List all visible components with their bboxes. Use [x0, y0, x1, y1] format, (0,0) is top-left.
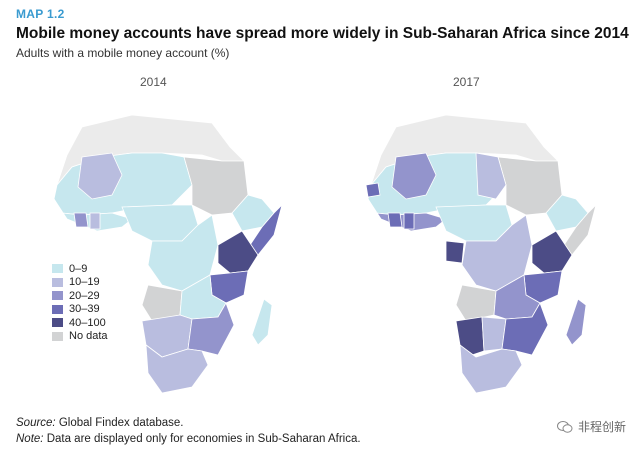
- legend-swatch: [52, 318, 63, 328]
- nigeria-cameroon: [121, 204, 199, 242]
- legend-item: 40–100: [52, 316, 108, 330]
- legend-swatch: [52, 331, 63, 341]
- legend-item: 30–39: [52, 303, 108, 317]
- chad: [475, 152, 507, 200]
- map-label: MAP 1.2: [16, 7, 65, 21]
- subtitle: Adults with a mobile money account (%): [16, 46, 230, 60]
- gabon: [445, 240, 465, 264]
- africa-map-2014: [53, 114, 283, 394]
- legend: 0–9 10–19 20–29 30–39 40–100 No data: [52, 262, 108, 343]
- year-label-2014: 2014: [140, 75, 167, 89]
- source-label: Source:: [16, 417, 56, 429]
- madagascar: [251, 298, 273, 346]
- note-label: Note:: [16, 433, 44, 445]
- mali-region: [391, 152, 437, 200]
- year-label-2017: 2017: [453, 75, 480, 89]
- legend-label: No data: [69, 330, 108, 343]
- legend-label: 10–19: [69, 276, 100, 289]
- legend-item: 20–29: [52, 289, 108, 303]
- south-africa: [145, 344, 209, 394]
- page-title: Mobile money accounts have spread more w…: [16, 25, 629, 42]
- legend-item: 10–19: [52, 276, 108, 290]
- legend-label: 40–100: [69, 316, 106, 329]
- congo-drc: [147, 214, 219, 292]
- cote-divoire: [387, 212, 403, 228]
- legend-item: 0–9: [52, 262, 108, 276]
- ghana: [89, 212, 101, 230]
- legend-swatch: [52, 277, 63, 287]
- legend-label: 20–29: [69, 289, 100, 302]
- uganda-kenya: [531, 230, 573, 274]
- legend-swatch: [52, 264, 63, 274]
- note-text: Data are displayed only for economies in…: [43, 433, 361, 445]
- madagascar: [565, 298, 587, 346]
- africa-map-2017: [365, 114, 597, 394]
- legend-swatch: [52, 304, 63, 314]
- nigeria-cameroon: [435, 204, 513, 242]
- south-africa: [459, 344, 523, 394]
- congo-drc: [461, 214, 533, 292]
- wechat-icon: [556, 420, 573, 433]
- legend-swatch: [52, 291, 63, 301]
- senegal: [365, 182, 381, 198]
- cote-divoire: [73, 212, 89, 228]
- angola: [455, 284, 497, 322]
- legend-item: No data: [52, 330, 108, 344]
- data-note: Note: Data are displayed only for econom…: [16, 433, 361, 445]
- mali-region: [77, 152, 123, 200]
- source-text: Global Findex database.: [55, 417, 184, 429]
- legend-label: 30–39: [69, 303, 100, 316]
- legend-label: 0–9: [69, 262, 88, 275]
- watermark: 非程创新: [556, 418, 626, 435]
- ghana: [403, 212, 415, 230]
- source-note: Source: Global Findex database.: [16, 417, 184, 429]
- watermark-text: 非程创新: [577, 420, 626, 434]
- uganda-kenya: [217, 230, 259, 274]
